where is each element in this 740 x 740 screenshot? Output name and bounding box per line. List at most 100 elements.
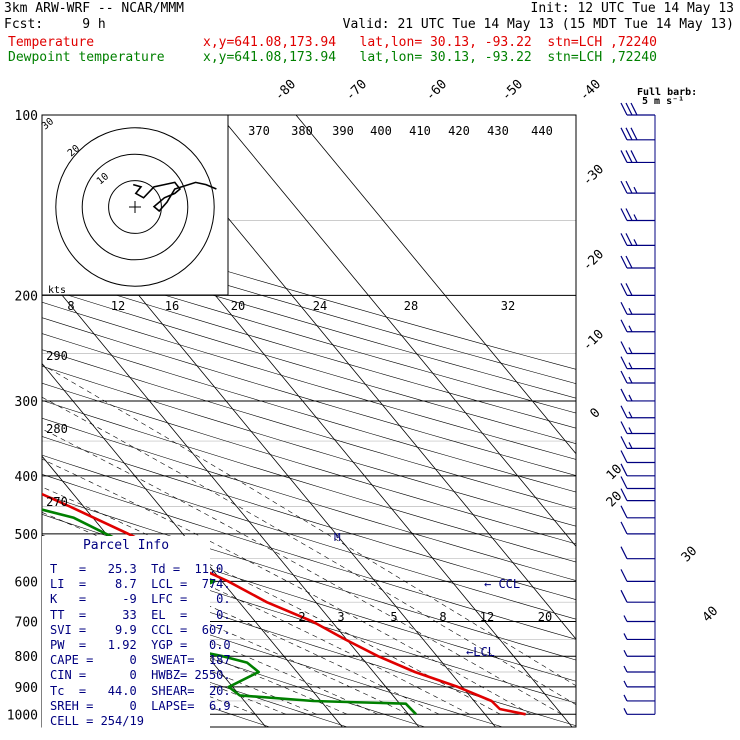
wind-barbs [620, 102, 656, 715]
mixing-ratio-label: 32 [501, 299, 515, 313]
parcel-info-row: T = 25.3 Td = 11.0 [50, 562, 224, 576]
mixing-ratio-label: 8 [67, 299, 74, 313]
pressure-label: 300 [15, 395, 38, 410]
wind-barb [620, 421, 655, 435]
wind-barb [620, 405, 655, 419]
wind-barb [620, 488, 655, 502]
wind-barb [623, 615, 655, 623]
temperature-line [42, 492, 526, 716]
dry-adiabat [42, 454, 576, 620]
sounding-lines [42, 492, 526, 716]
wind-barb [620, 233, 655, 246]
wind-barb [620, 388, 655, 402]
mixing-ratio-label: 20 [538, 610, 552, 624]
wind-barb [620, 102, 655, 116]
parcel-info-title: Parcel Info [82, 538, 170, 553]
mixing-ratio-label: 16 [165, 299, 179, 313]
mixing-ratio-label: 28 [404, 299, 418, 313]
hodograph-trace [132, 181, 217, 213]
dewpoint-line [42, 508, 418, 716]
pressure-label: 700 [15, 615, 38, 630]
wind-barb [620, 150, 655, 164]
wind-barb [623, 708, 655, 715]
wind-barb [620, 546, 655, 560]
pressure-label: 1000 [7, 708, 38, 723]
dewpoint-legend: Dewpoint temperature [8, 50, 165, 65]
wind-barb [620, 283, 655, 297]
hodograph-ring [55, 127, 215, 287]
theta-label: 370 [248, 124, 270, 138]
m-annotation: M [334, 531, 341, 544]
temperature-tick-label: -20 [580, 247, 607, 274]
theta-label: 420 [448, 124, 470, 138]
mixing-ratio-label: 5 [390, 610, 397, 624]
wind-barb [620, 476, 655, 490]
temperature-tick-label: -40 [577, 77, 604, 104]
barb-legend-title: Full barb: [637, 87, 698, 98]
forecast-hour: Fcst: 9 h [4, 17, 106, 32]
isotherm [219, 115, 576, 548]
theta-label: 390 [332, 124, 354, 138]
parcel-info-row: CELL = 254/19 [50, 714, 144, 728]
theta-label: 400 [370, 124, 392, 138]
dry-adiabat [42, 301, 576, 460]
moist-adiabat [42, 364, 576, 687]
wind-barb [620, 180, 655, 194]
dry-adiabat [42, 215, 576, 370]
pressure-label: 400 [15, 470, 38, 485]
pressure-label: 200 [15, 289, 38, 304]
barb-legend-units: 5 m s⁻¹ [642, 96, 685, 107]
isotherm [42, 362, 343, 727]
pressure-label: 600 [15, 575, 38, 590]
parcel-info-panel: Parcel Info T = 25.3 Td = 11.0 LI = 8.7 L… [42, 536, 231, 728]
wind-barb [620, 255, 655, 269]
wind-barb [620, 521, 655, 535]
mixing-ratio-label: 12 [111, 299, 125, 313]
wind-barb [620, 370, 655, 384]
dry-adiabat [42, 493, 576, 661]
dry-adiabat [42, 271, 576, 429]
wind-barb [620, 356, 655, 370]
dry-adiabat [42, 229, 576, 384]
dry-adiabat [42, 257, 576, 414]
pressure-label: 800 [15, 650, 38, 665]
wind-barb [623, 649, 655, 657]
dry-adiabat [42, 436, 576, 600]
parcel-info-row: CIN = 0 HWBZ= 2550. [50, 668, 231, 683]
parcel-info-row: SREH = 0 LAPSE= 6.9 [50, 698, 231, 713]
mixing-ratio-label: 12 [480, 610, 494, 624]
wind-barb [620, 505, 655, 519]
temperature-tick-label: 40 [700, 604, 722, 626]
wind-barb [620, 450, 655, 464]
ccl-annotation: ← CCL [484, 577, 520, 591]
wind-barb [620, 127, 655, 141]
mixing-ratio-label: 8 [439, 610, 446, 624]
parcel-info-row: SVI = 9.9 CCL = 607. [50, 622, 231, 637]
valid-time: Valid: 21 UTC Tue 14 May 13 (15 MDT Tue … [342, 17, 734, 32]
parcel-info-row: LI = 8.7 LCL = 774. [50, 577, 231, 592]
pressure-label: 100 [15, 109, 38, 124]
wind-barb [623, 694, 655, 702]
moist-adiabat [42, 512, 470, 715]
temperature-tick-label: -60 [423, 77, 450, 104]
dry-adiabat [42, 625, 348, 727]
model-title: 3km ARW-WRF -- NCAR/MMM [4, 1, 185, 16]
parcel-info-row: TT = 33 EL = 0. [50, 607, 231, 622]
dry-adiabat [42, 473, 576, 640]
dry-adiabat [42, 349, 576, 510]
wind-barb [620, 319, 655, 333]
wind-barb [620, 301, 655, 315]
lcl-annotation: ←LCL [466, 645, 495, 659]
header: 3km ARW-WRF -- NCAR/MMM Init: 12 UTC Tue… [0, 0, 740, 70]
mixing-ratio-label: 2 [298, 610, 305, 624]
parcel-info-row: PW = 1.92 YGP = 0.0 [50, 638, 231, 652]
hodograph-ring [108, 180, 162, 234]
wind-barb [623, 680, 655, 688]
moist-adiabat [42, 606, 317, 715]
dewpoint-location: x,y=641.08,173.94 lat,lon= 30.13, -93.22… [203, 50, 657, 65]
dry-adiabat [42, 578, 503, 727]
temperature-tick-label: -70 [343, 77, 370, 104]
